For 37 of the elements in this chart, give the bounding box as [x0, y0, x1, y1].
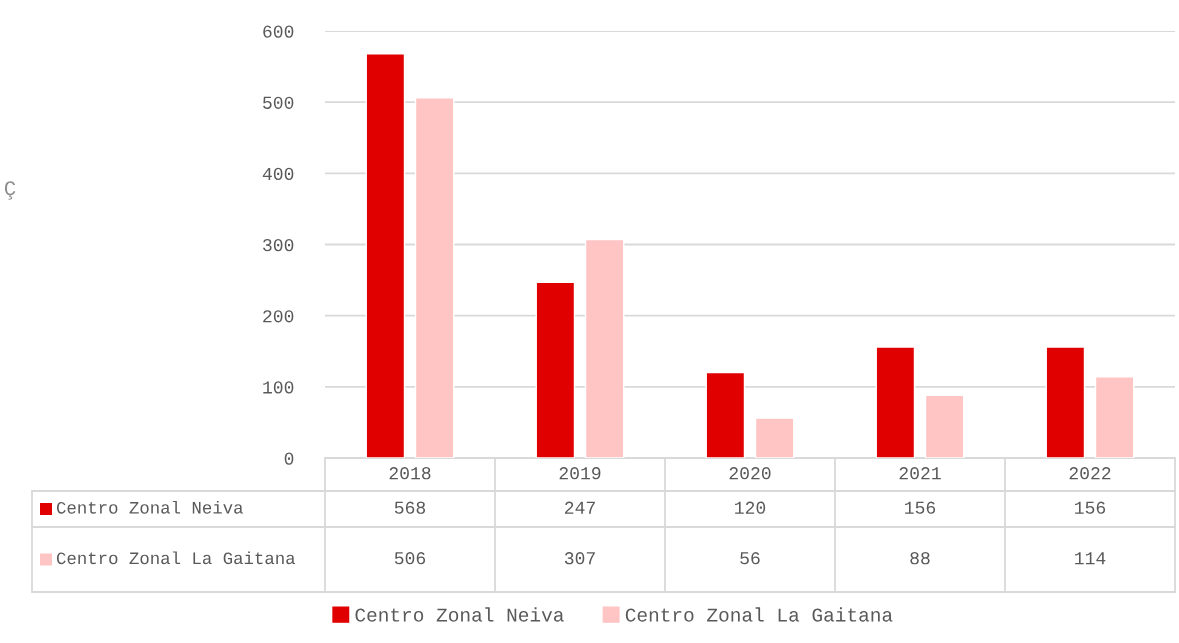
bar	[414, 97, 455, 458]
bar	[1094, 376, 1135, 458]
data-label: 156	[905, 501, 936, 514]
y-tick-label: 400	[262, 167, 294, 181]
bar	[705, 371, 746, 458]
data-label: 307	[564, 552, 595, 565]
y-tick-label: 200	[263, 310, 294, 323]
y-tick-label: 300	[263, 238, 294, 252]
text: Centro Zonal La Gaitana	[56, 551, 296, 565]
data-label: 120	[735, 501, 766, 514]
y-tick-label: 500	[263, 96, 294, 109]
x-tick-label: 2019	[559, 467, 601, 480]
bar	[584, 238, 625, 458]
text: Centro Zonal Neiva	[355, 607, 564, 622]
bar	[924, 394, 965, 458]
data-label: 114	[1075, 552, 1106, 565]
y-tick-label: 100	[263, 381, 294, 394]
x-tick-label: 2018	[389, 467, 431, 480]
data-label: 568	[394, 501, 426, 514]
data-label: 88	[910, 552, 930, 565]
bar	[365, 53, 406, 458]
data-label: 247	[565, 501, 595, 514]
bar	[754, 417, 795, 458]
legend-label: Centro Zonal La Gaitana	[625, 607, 893, 622]
bar	[875, 346, 916, 458]
data-label: 56	[740, 552, 760, 565]
text: Ç	[4, 181, 16, 200]
data-label: 156	[1075, 501, 1106, 514]
y-tick-label: 600	[263, 25, 294, 38]
x-tick-label: 2020	[729, 467, 771, 480]
x-tick-label: 2022	[1069, 467, 1111, 480]
bar	[535, 281, 576, 458]
bar	[1045, 346, 1086, 458]
y-tick-label: 0	[284, 452, 294, 465]
legend-label: Centro Zonal Neiva	[56, 500, 243, 514]
x-tick-label: 2021	[899, 467, 941, 480]
data-label: 506	[394, 552, 426, 565]
